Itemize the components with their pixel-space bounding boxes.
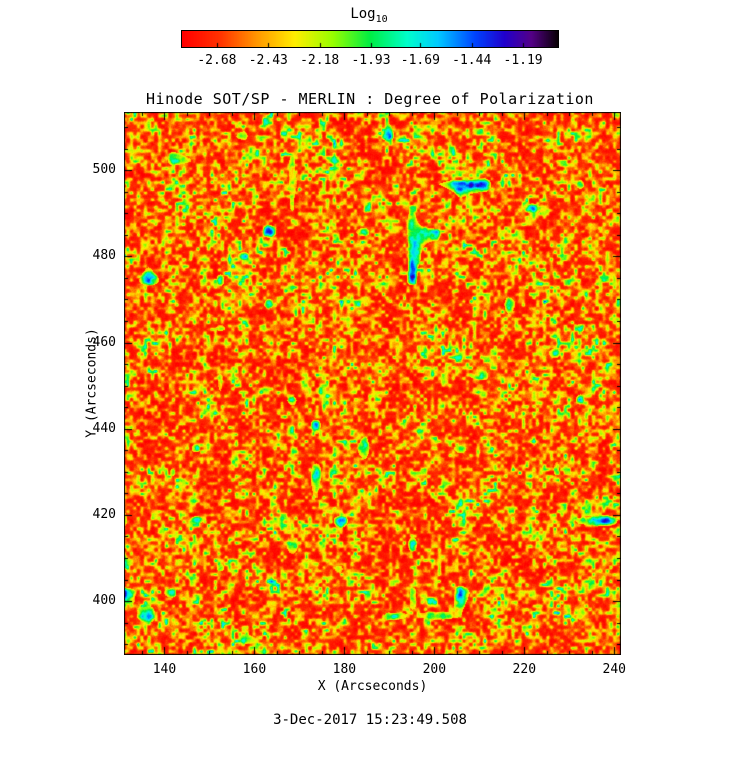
colorbar (181, 30, 559, 48)
x-tick-label: 160 (242, 662, 267, 677)
y-tick-label: 420 (92, 506, 116, 522)
colorbar-tick-label: -1.69 (400, 53, 440, 68)
y-axis-label: Y (Arcseconds) (84, 328, 100, 438)
colorbar-tick-label: -1.19 (503, 53, 543, 68)
timestamp: 3-Dec-2017 15:23:49.508 (273, 712, 467, 728)
x-tick-label: 240 (602, 662, 626, 677)
colorbar-tick-label: -2.18 (300, 53, 340, 68)
x-tick-label: 220 (512, 662, 537, 677)
y-tick-label: 400 (92, 593, 116, 609)
colorbar-title-text: Log (350, 6, 376, 22)
colorbar-title: Log10 (181, 6, 557, 25)
plot-title: Hinode SOT/SP - MERLIN : Degree of Polar… (146, 90, 594, 108)
y-tick-label: 500 (92, 162, 116, 178)
colorbar-tick-label: -2.68 (197, 53, 237, 68)
x-tick-label: 140 (152, 662, 177, 677)
x-tick-label: 200 (422, 662, 447, 677)
x-axis-label: X (Arcseconds) (317, 679, 428, 694)
heatmap-canvas (124, 112, 621, 655)
colorbar-tick-label: -1.93 (351, 53, 391, 68)
x-tick-label: 180 (332, 662, 357, 677)
y-tick-label: 480 (92, 248, 116, 264)
colorbar-title-subscript: 10 (375, 13, 388, 25)
colorbar-tick-label: -2.43 (248, 53, 288, 68)
colorbar-tick-label: -1.44 (452, 53, 492, 68)
